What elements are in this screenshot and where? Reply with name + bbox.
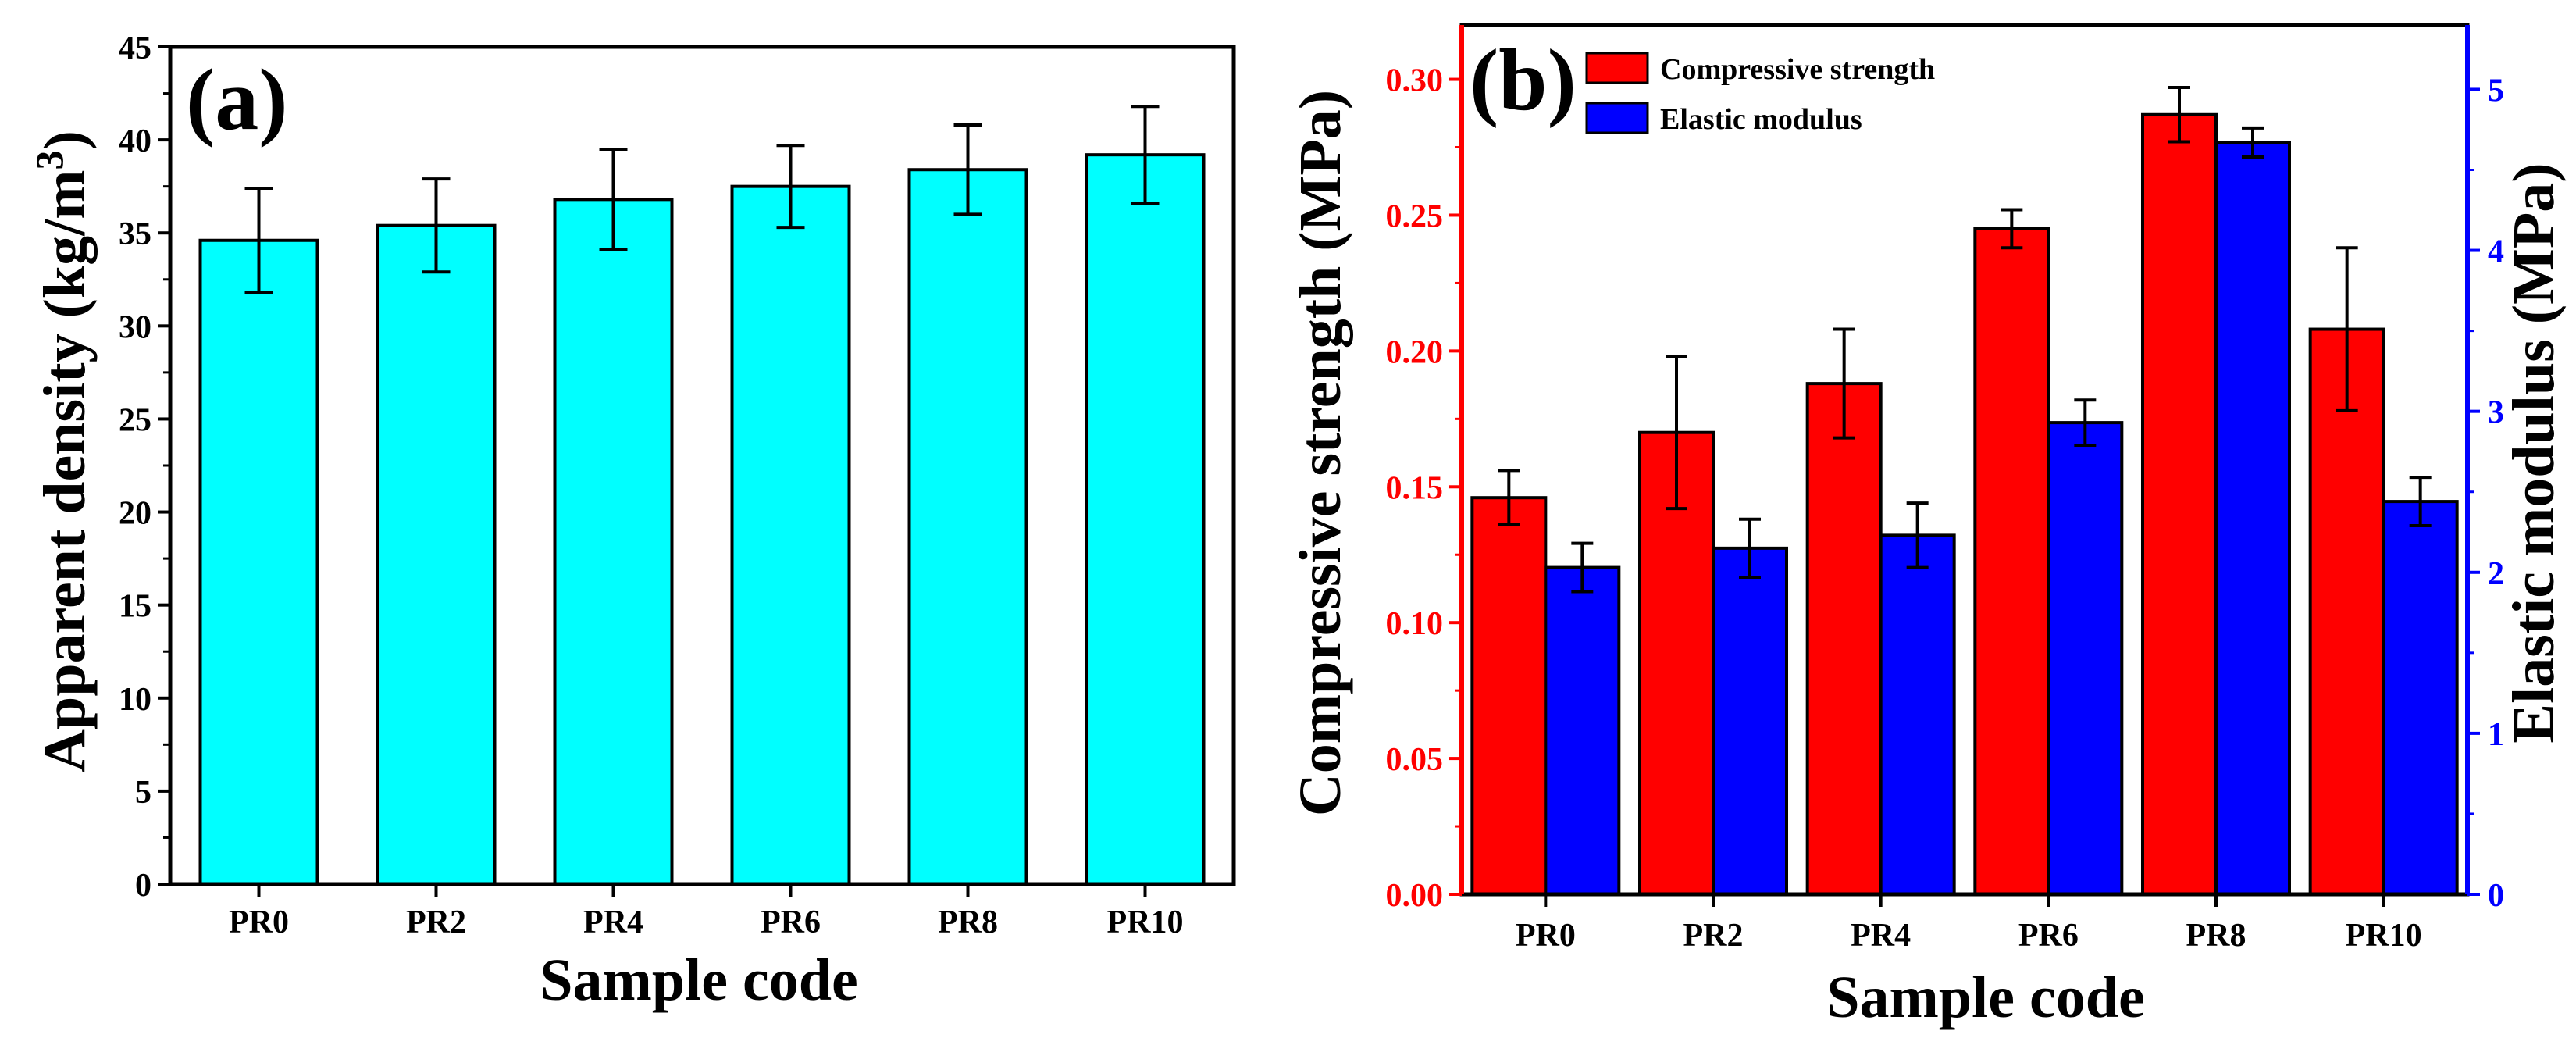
elastic-modulus-error-bar-pr4	[1906, 501, 1929, 569]
panel-a-y-axis-title-main: Apparent density (kg/m	[32, 169, 98, 772]
panel-b-left-y-axis-title: Compressive strength (MPa)	[1288, 90, 1353, 816]
panel-a-y-ticks: 0 5 10 15 20 25 30 35 40 45	[119, 30, 170, 904]
left-y-tick-label-0.15: 0.15	[1386, 470, 1444, 506]
y-tick-label-15: 15	[119, 589, 151, 625]
compressive-strength-error-bar-pr10	[2336, 246, 2358, 412]
density-bar-pr10	[1085, 153, 1206, 886]
x-tick-label-pr6: PR6	[761, 904, 821, 940]
panel-b-label: (b)	[1470, 32, 1577, 129]
panel-a-label: (a)	[186, 52, 288, 148]
elastic-modulus-error-bar-pr6	[2074, 398, 2097, 447]
y-tick-label-0: 0	[135, 868, 151, 904]
elastic-modulus-bar-pr8	[2214, 141, 2291, 896]
legend-label-elastic-modulus: Elastic modulus	[1660, 103, 1862, 136]
panel-a-y-axis-title-close: )	[32, 130, 98, 150]
density-bars	[198, 153, 1206, 886]
legend-swatch-compressive-strength	[1585, 52, 1649, 84]
panel-b-right-y-axis-title: Elastic modulus (MPa)	[2501, 162, 2567, 743]
density-error-bar-pr0	[244, 187, 273, 294]
density-bar-pr6	[730, 184, 851, 886]
panel-b-x-ticks: PR0 PR2 PR4 PR6 PR8 PR10	[1516, 894, 2422, 954]
x-tick-label-pr4: PR4	[1851, 918, 1911, 954]
compressive-strength-error-bar-pr0	[1498, 469, 1520, 526]
y-tick-label-35: 35	[119, 216, 151, 252]
density-bar-pr8	[907, 168, 1028, 886]
compressive-strength-error-bar-pr8	[2168, 85, 2190, 144]
panel-b-legend: Compressive strength Elastic modulus	[1585, 52, 1935, 136]
y-tick-label-25: 25	[119, 402, 151, 438]
panel-b-right-y-ticks: 0 1 2 3 4 5	[2467, 73, 2504, 914]
density-bar-pr4	[553, 198, 674, 886]
elastic-modulus-bar-pr2	[1712, 546, 1788, 896]
compressive-strength-bar-pr4	[1805, 382, 1883, 896]
y-tick-label-30: 30	[119, 309, 151, 345]
x-tick-label-pr8: PR8	[938, 904, 998, 940]
compressive-strength-bar-pr6	[1973, 227, 2050, 896]
compressive-strength-error-bar-pr2	[1666, 355, 1687, 511]
elastic-modulus-bar-pr0	[1544, 565, 1621, 896]
right-y-tick-label-0: 0	[2488, 878, 2504, 914]
x-tick-label-pr6: PR6	[2018, 918, 2079, 954]
right-y-tick-label-4: 4	[2488, 234, 2504, 270]
panel-b-left-y-ticks: 0.00 0.05 0.10 0.15 0.20 0.25 0.30	[1386, 63, 1462, 914]
density-error-bar-pr8	[953, 123, 982, 216]
y-tick-label-40: 40	[119, 123, 151, 159]
panel-a-y-axis-title: Apparent density (kg/m3)	[27, 130, 98, 772]
panel-a-y-axis-title-superscript: 3	[27, 150, 71, 169]
left-y-tick-label-0.20: 0.20	[1386, 334, 1444, 370]
legend-swatch-elastic-modulus	[1585, 102, 1649, 134]
x-tick-label-pr10: PR10	[2346, 918, 2422, 954]
panel-a-density-chart: 0 5 10 15 20 25 30 35 40 45 PR0 PR2 PR4 PR6 PR8 PR10 (…	[27, 30, 1236, 1013]
x-tick-label-pr4: PR4	[583, 904, 643, 940]
elastic-modulus-bar-pr6	[2047, 421, 2124, 896]
x-tick-label-pr0: PR0	[229, 904, 289, 940]
right-y-tick-label-1: 1	[2488, 717, 2504, 753]
elastic-modulus-bar-pr10	[2382, 500, 2459, 896]
compressive-strength-bar-pr0	[1470, 496, 1548, 896]
density-error-bar-pr2	[422, 177, 451, 274]
panel-a-x-ticks: PR0 PR2 PR4 PR6 PR8 PR10	[229, 884, 1184, 940]
density-error-bar-pr6	[776, 144, 805, 230]
density-error-bars	[244, 105, 1160, 294]
y-tick-label-45: 45	[119, 30, 151, 66]
elastic-modulus-error-bar-pr8	[2242, 126, 2264, 159]
compressive-strength-bar-pr10	[2308, 327, 2385, 896]
density-error-bar-pr10	[1131, 105, 1160, 205]
left-y-tick-label-0.05: 0.05	[1386, 742, 1444, 778]
elastic-modulus-error-bar-pr0	[1571, 541, 1594, 594]
x-tick-label-pr2: PR2	[406, 904, 466, 940]
x-tick-label-pr2: PR2	[1683, 918, 1744, 954]
left-y-tick-label-0.10: 0.10	[1386, 606, 1444, 642]
strength-modulus-error-bars	[1498, 85, 2432, 594]
strength-modulus-bars	[1470, 112, 2459, 896]
right-y-tick-label-5: 5	[2488, 73, 2504, 109]
x-tick-label-pr8: PR8	[2186, 918, 2246, 954]
y-tick-label-5: 5	[135, 775, 151, 811]
right-y-tick-label-2: 2	[2488, 556, 2504, 592]
x-tick-label-pr0: PR0	[1516, 918, 1576, 954]
y-tick-label-10: 10	[119, 682, 151, 718]
left-y-tick-label-0.25: 0.25	[1386, 198, 1444, 234]
density-bar-pr2	[376, 223, 497, 886]
density-bar-pr0	[198, 238, 319, 886]
left-y-tick-label-0.30: 0.30	[1386, 63, 1444, 99]
x-tick-label-pr10: PR10	[1107, 904, 1184, 940]
elastic-modulus-error-bar-pr10	[2409, 476, 2432, 528]
y-tick-label-20: 20	[119, 496, 151, 532]
panel-b-x-axis-title: Sample code	[1826, 965, 2144, 1030]
elastic-modulus-error-bar-pr2	[1739, 517, 1761, 579]
elastic-modulus-bar-pr4	[1879, 533, 1956, 896]
right-y-tick-label-3: 3	[2488, 395, 2504, 431]
legend-label-compressive-strength: Compressive strength	[1660, 53, 1935, 86]
compressive-strength-error-bar-pr4	[1833, 327, 1855, 440]
compressive-strength-error-bar-pr6	[2001, 208, 2023, 250]
left-y-tick-label-0.00: 0.00	[1386, 878, 1444, 914]
compressive-strength-bar-pr8	[2141, 112, 2218, 896]
panel-a-x-axis-title: Sample code	[540, 947, 857, 1013]
panel-a-plot-frame	[168, 45, 1236, 886]
density-error-bar-pr4	[599, 148, 628, 251]
